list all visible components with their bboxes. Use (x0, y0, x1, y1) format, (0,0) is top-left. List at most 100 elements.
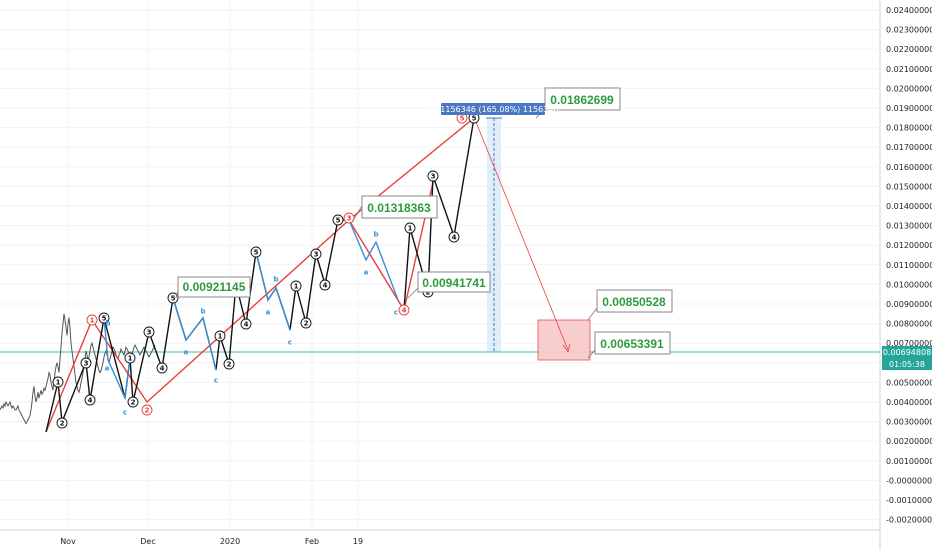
wave-label: 5 (167, 292, 179, 304)
callout-wave4-low[interactable]: 0.00941741 (407, 271, 491, 299)
wave-label: 1 (290, 280, 302, 292)
svg-text:3: 3 (84, 360, 89, 368)
svg-text:3: 3 (431, 173, 436, 181)
svg-text:b: b (105, 320, 110, 328)
svg-text:1: 1 (294, 283, 299, 291)
wave-label: b (273, 276, 278, 284)
wave-label: 4 (84, 394, 96, 406)
callout-wave1-top[interactable]: 0.00921145 (175, 276, 251, 299)
time-axis[interactable]: Nov Dec 2020 Feb 19 (60, 537, 363, 546)
price-axis[interactable]: 0.02400000 0.02300000 0.02200000 0.02100000… (886, 6, 932, 525)
time-tick-label: 2020 (220, 537, 240, 546)
svg-text:2: 2 (60, 420, 65, 428)
wave-label: 1 (86, 314, 98, 326)
wave-label: b (200, 308, 205, 316)
svg-text:a: a (184, 349, 189, 357)
price-tick-label: 0.00500000 (886, 378, 932, 387)
wave-label: c (394, 309, 398, 317)
price-tick-label: 0.02100000 (886, 65, 932, 74)
callout-target-zone-bottom[interactable]: 0.00653391 (587, 331, 671, 359)
wave-label: 3 (143, 326, 155, 338)
measure-tag[interactable]: 0.01156346 (165.08%) 1156346 (428, 103, 559, 115)
price-tick-label: 0.01400000 (886, 202, 932, 211)
svg-text:1: 1 (90, 317, 95, 325)
svg-text:3: 3 (314, 251, 319, 259)
svg-text:b: b (200, 308, 205, 316)
svg-text:1: 1 (56, 379, 61, 387)
projection-arrowhead (562, 343, 571, 353)
wave-label: 3 (427, 170, 439, 182)
svg-text:5: 5 (472, 115, 477, 123)
wave-label: 5 (250, 246, 262, 258)
price-tick-label: 0.00200000 (886, 437, 932, 446)
svg-text:c: c (214, 377, 218, 385)
callout-target-zone-top[interactable]: 0.00850528 (587, 289, 673, 321)
price-tick-label: -0.00000000 (886, 476, 932, 485)
callout-wave3-top-label: 0.01318363 (367, 201, 431, 215)
wave-label: 5 (468, 112, 480, 124)
current-price-value: 0.00694808 (883, 348, 931, 357)
svg-text:4: 4 (452, 234, 457, 242)
wave-label: 4 (448, 231, 460, 243)
svg-text:a: a (105, 365, 110, 373)
wave-label: c (214, 377, 218, 385)
svg-text:5: 5 (254, 249, 259, 257)
time-tick-label: Nov (60, 537, 76, 546)
svg-text:b: b (273, 276, 278, 284)
wave-label: a (105, 365, 110, 373)
price-tick-label: 0.01300000 (886, 222, 932, 231)
svg-text:1: 1 (408, 225, 413, 233)
measure-tag-label: 0.01156346 (165.08%) 1156346 (428, 105, 559, 114)
callout-target-high-label: 0.01862699 (550, 93, 614, 107)
callout-wave1-top-label: 0.00921145 (183, 280, 246, 294)
blue-correction-4 (348, 219, 399, 301)
wave-label: 4 (319, 279, 331, 291)
price-tick-label: 0.02300000 (886, 26, 932, 35)
price-tick-label: 0.00800000 (886, 320, 932, 329)
black-wave-line-late (403, 117, 475, 311)
svg-text:4: 4 (402, 307, 407, 315)
wave-label: 2 (127, 396, 139, 408)
wave-label: c (123, 409, 127, 417)
svg-text:c: c (123, 409, 127, 417)
callout-wave4-low-label: 0.00941741 (422, 276, 486, 290)
bar-countdown: 01:05:38 (889, 360, 925, 369)
price-tick-label: 0.01200000 (886, 241, 932, 250)
wave-label: b (105, 320, 110, 328)
svg-text:5: 5 (460, 115, 465, 123)
price-tick-label: -0.00100000 (886, 496, 932, 505)
wave-label: 3 (310, 248, 322, 260)
price-tick-label: 0.01500000 (886, 182, 932, 191)
wave-label: a (184, 349, 189, 357)
wave-label: a (266, 309, 271, 317)
price-tick-label: 0.00700000 (886, 339, 932, 348)
wave-label: 4 (240, 318, 252, 330)
wave-label: 2 (56, 417, 68, 429)
price-tick-label: 0.00100000 (886, 457, 932, 466)
wave-label: 2 (300, 317, 312, 329)
svg-text:5: 5 (102, 315, 107, 323)
wave-label: b (373, 231, 378, 239)
blue-correction-3 (255, 251, 291, 331)
blue-correction-2 (172, 297, 217, 371)
callout-target-zone-bottom-label: 0.00653391 (600, 337, 664, 351)
callout-target-high[interactable]: 0.01862699 (535, 87, 621, 119)
wave-label: 1 (124, 352, 136, 364)
price-tick-label: 0.02000000 (886, 84, 932, 93)
wave-label: 5 (332, 214, 344, 226)
wave-label: 2 (223, 358, 235, 370)
wave-label: 1 (52, 376, 64, 388)
wave-label: 1 (214, 330, 226, 342)
time-tick-label: Dec (140, 537, 155, 546)
svg-text:2: 2 (227, 361, 232, 369)
callout-wave3-top[interactable]: 0.01318363 (351, 195, 438, 223)
price-tick-label: 0.00400000 (886, 398, 932, 407)
svg-text:c: c (394, 309, 398, 317)
wave-label: 1 (404, 222, 416, 234)
wave-label: 3 (343, 212, 355, 224)
wave-label: 3 (80, 357, 92, 369)
svg-text:a: a (364, 269, 369, 277)
wave-label: c (288, 339, 292, 347)
